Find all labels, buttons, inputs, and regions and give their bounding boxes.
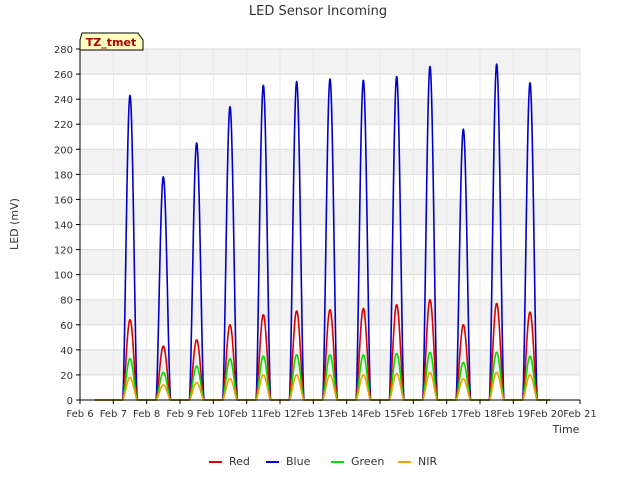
station-badge-label: TZ_tmet <box>86 36 136 49</box>
x-tick-label: Feb 20 <box>530 409 564 420</box>
x-tick-label: Feb 7 <box>100 409 127 420</box>
y-axis-label: LED (mV) <box>8 198 21 250</box>
legend: Red Blue Green NIR <box>209 455 437 468</box>
y-tick-label: 60 <box>60 321 73 332</box>
y-tick-label: 0 <box>67 396 73 407</box>
plot-band <box>80 199 580 225</box>
legend-label: NIR <box>418 455 437 468</box>
y-tick-label: 220 <box>54 120 73 131</box>
plot-band <box>80 299 580 325</box>
plot-band <box>80 49 580 75</box>
y-tick-label: 140 <box>54 221 73 232</box>
y-tick-label: 180 <box>54 170 73 181</box>
legend-item-nir: NIR <box>398 455 437 468</box>
y-tick-label: 200 <box>54 145 73 156</box>
x-tick-label: Feb 14 <box>330 409 364 420</box>
x-tick-label: Feb 8 <box>133 409 160 420</box>
legend-item-blue: Blue <box>266 455 311 468</box>
x-tick-label: Feb 21 <box>563 409 597 420</box>
y-tick-label: 40 <box>60 346 73 357</box>
x-tick-label: Feb 16 <box>397 409 431 420</box>
x-tick-label: Feb 9 <box>166 409 193 420</box>
x-tick-label: Feb 15 <box>363 409 397 420</box>
y-tick-label: 160 <box>54 195 73 206</box>
legend-item-green: Green <box>331 455 384 468</box>
x-tick-label: Feb 10 <box>197 409 231 420</box>
x-tick-label: Feb 19 <box>497 409 531 420</box>
x-axis-label: Time <box>552 423 580 436</box>
x-tick-label: Feb 6 <box>66 409 93 420</box>
legend-label: Red <box>229 455 250 468</box>
y-tick-label: 100 <box>54 271 73 282</box>
legend-label: Green <box>351 455 384 468</box>
y-tick-label: 260 <box>54 70 73 81</box>
axes: 0 20 40 60 80 100 120 140 160 180 200 220 240 260 280 F… <box>54 45 597 420</box>
station-badge: TZ_tmet <box>79 32 144 51</box>
x-tick-label: Feb 11 <box>230 409 264 420</box>
y-tick-label: 20 <box>60 371 73 382</box>
plot-band <box>80 249 580 275</box>
chart-title: LED Sensor Incoming <box>249 4 387 19</box>
x-tick-label: Feb 17 <box>430 409 464 420</box>
y-tick-label: 240 <box>54 95 73 106</box>
y-tick-label: 280 <box>54 45 73 56</box>
x-tick-label: Feb 18 <box>463 409 497 420</box>
y-tick-label: 80 <box>60 296 73 307</box>
legend-label: Blue <box>286 455 311 468</box>
plot-band <box>80 349 580 375</box>
plot-band <box>80 99 580 125</box>
x-tick-label: Feb 13 <box>297 409 331 420</box>
plot-band <box>80 149 580 175</box>
legend-item-red: Red <box>209 455 250 468</box>
y-tick-label: 120 <box>54 246 73 257</box>
x-tick-label: Feb 12 <box>263 409 297 420</box>
